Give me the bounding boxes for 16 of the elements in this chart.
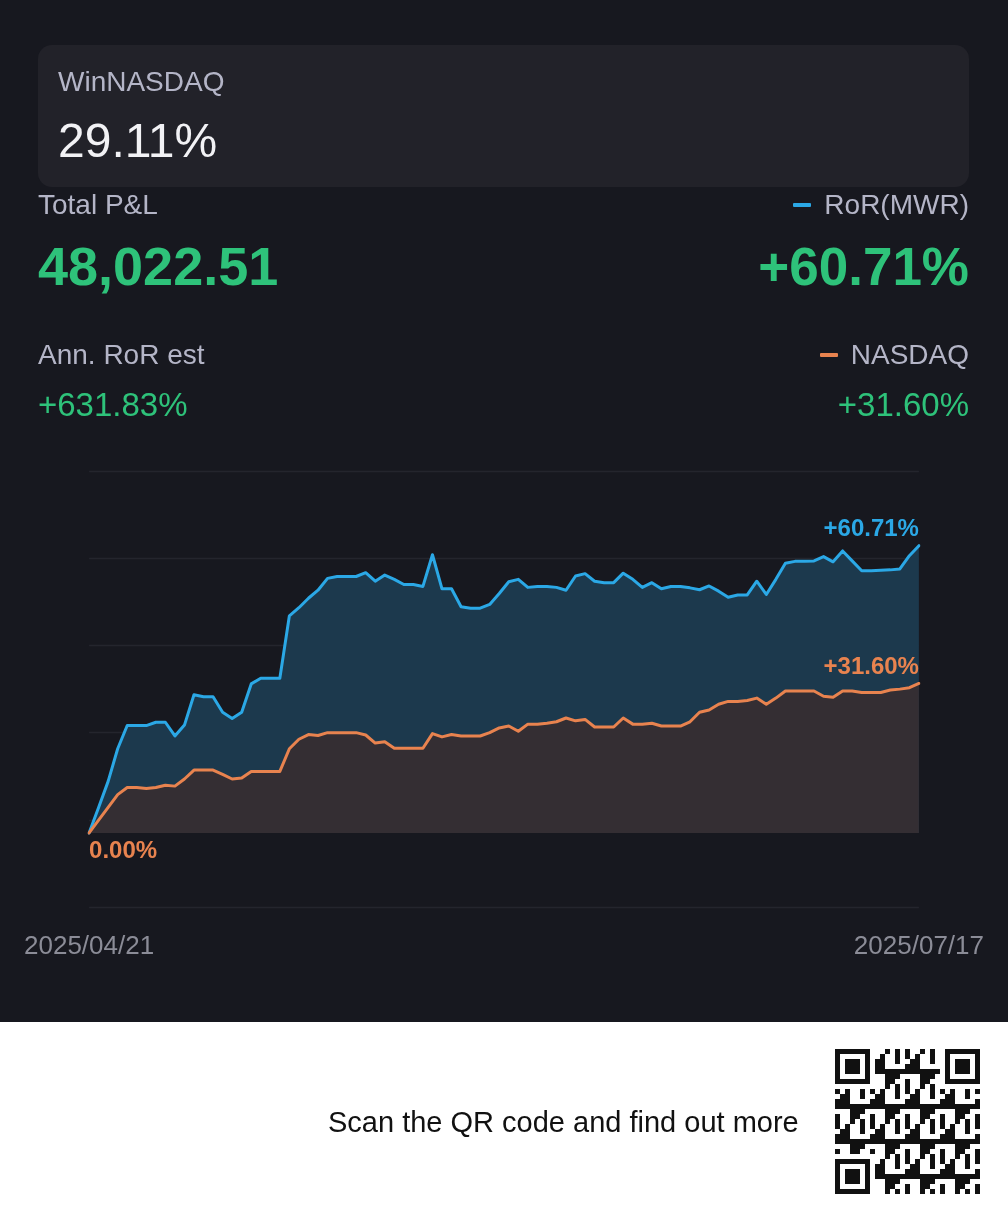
text: Scan the QR code and find out more [328,1104,799,1140]
legend-label: RoR(MWR) [824,188,969,223]
text: Total P&L [38,188,158,223]
text: +60.71% [758,235,969,298]
text: WinNASDAQ [58,65,225,100]
text: +631.83% [38,384,188,425]
x-tick-label: 2025/04/21 [23,929,155,960]
data-label: +31.60% [823,652,919,680]
x-tick-label: 2025/07/17 [853,929,985,960]
data-label: 0.00% [89,835,158,863]
text: +31.60% [837,384,969,425]
data-label: +60.71% [823,514,919,542]
text: Ann. RoR est [38,338,205,373]
legend-label: NASDAQ [850,338,969,373]
text: 48,022.51 [38,235,279,299]
text: 29.11% [58,112,218,169]
